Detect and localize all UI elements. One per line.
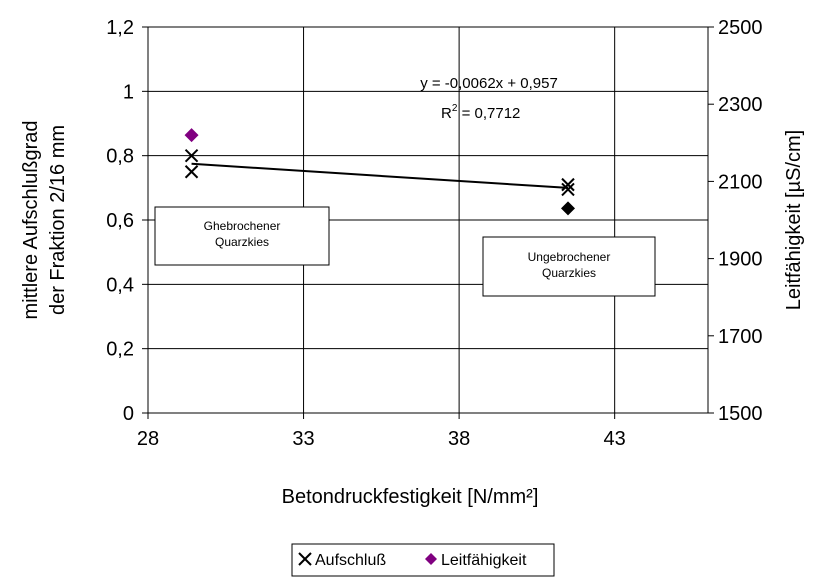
annotation-box-gebrochen-line2: Quarzkies bbox=[215, 235, 269, 249]
x-tick-label: 43 bbox=[604, 428, 626, 450]
annotation-box-ungebrochen-line1: Ungebrochener bbox=[528, 250, 611, 264]
x-axis-title: Betondruckfestigkeit [N/mm²] bbox=[282, 486, 539, 508]
y-tick-label: 0,8 bbox=[106, 146, 134, 168]
y-tick-label: 0,2 bbox=[106, 339, 134, 361]
y2-tick-label: 2500 bbox=[718, 17, 763, 39]
aufschluss-point bbox=[184, 148, 199, 163]
y2-tick-labels: 1500 1700 1900 2100 2300 2500 bbox=[718, 17, 763, 425]
leitfaehigkeit-point bbox=[184, 128, 199, 143]
legend-diamond-marker bbox=[425, 553, 437, 565]
legend: Aufschluß Leitfähigkeit bbox=[291, 543, 555, 577]
y2-axis-title: Leitfähigkeit [µS/cm] bbox=[783, 130, 805, 311]
trendline-equation: y = -0,0062x + 0,957 bbox=[420, 75, 558, 92]
trendline-segment bbox=[191, 162, 569, 189]
y-tick-label: 0,4 bbox=[106, 274, 134, 296]
trendline bbox=[191, 162, 569, 189]
annotation-box-gebrochen-line1: Ghebrochener bbox=[204, 219, 281, 233]
aufschluss-point bbox=[184, 165, 199, 179]
axes bbox=[142, 26, 714, 419]
y2-tick-label: 2300 bbox=[718, 94, 763, 116]
x-tick-label: 33 bbox=[292, 428, 314, 450]
y-axis-title-line1: mittlere Aufschlußgrad bbox=[20, 121, 42, 320]
aufschluss-point bbox=[561, 182, 575, 197]
x-tick-labels: 28 33 38 43 bbox=[137, 428, 626, 450]
y2-tick-label: 1900 bbox=[718, 249, 763, 271]
legend-x-marker bbox=[298, 552, 312, 566]
annotation-box-gebrochen: Ghebrochener Quarzkies bbox=[154, 206, 330, 266]
legend-label-leitfaehigkeit: Leitfähigkeit bbox=[441, 552, 527, 569]
y-tick-label: 1,2 bbox=[106, 17, 134, 39]
leitfaehigkeit-point bbox=[561, 201, 575, 216]
annotation-box-ungebrochen-line2: Quarzkies bbox=[542, 266, 596, 280]
y-tick-labels: 0 0,2 0,4 0,6 0,8 1 1,2 bbox=[106, 17, 134, 425]
r-squared-label: R2 = 0,7712 bbox=[441, 103, 520, 122]
annotation-box-ungebrochen: Ungebrochener Quarzkies bbox=[482, 236, 656, 297]
x-tick-label: 28 bbox=[137, 428, 159, 450]
y2-tick-label: 1500 bbox=[718, 403, 763, 425]
data-marks bbox=[184, 128, 575, 216]
y-tick-label: 0,6 bbox=[106, 210, 134, 232]
y-tick-label: 0 bbox=[123, 403, 134, 425]
x-tick-label: 38 bbox=[448, 428, 470, 450]
y-tick-label: 1 bbox=[123, 81, 134, 103]
y-axis-title-line2: der Fraktion 2/16 mm bbox=[47, 125, 69, 315]
aufschluss-point bbox=[561, 177, 575, 192]
y2-tick-label: 1700 bbox=[718, 326, 763, 348]
legend-label-aufschluss: Aufschluß bbox=[315, 552, 386, 569]
y2-tick-label: 2100 bbox=[718, 171, 763, 193]
